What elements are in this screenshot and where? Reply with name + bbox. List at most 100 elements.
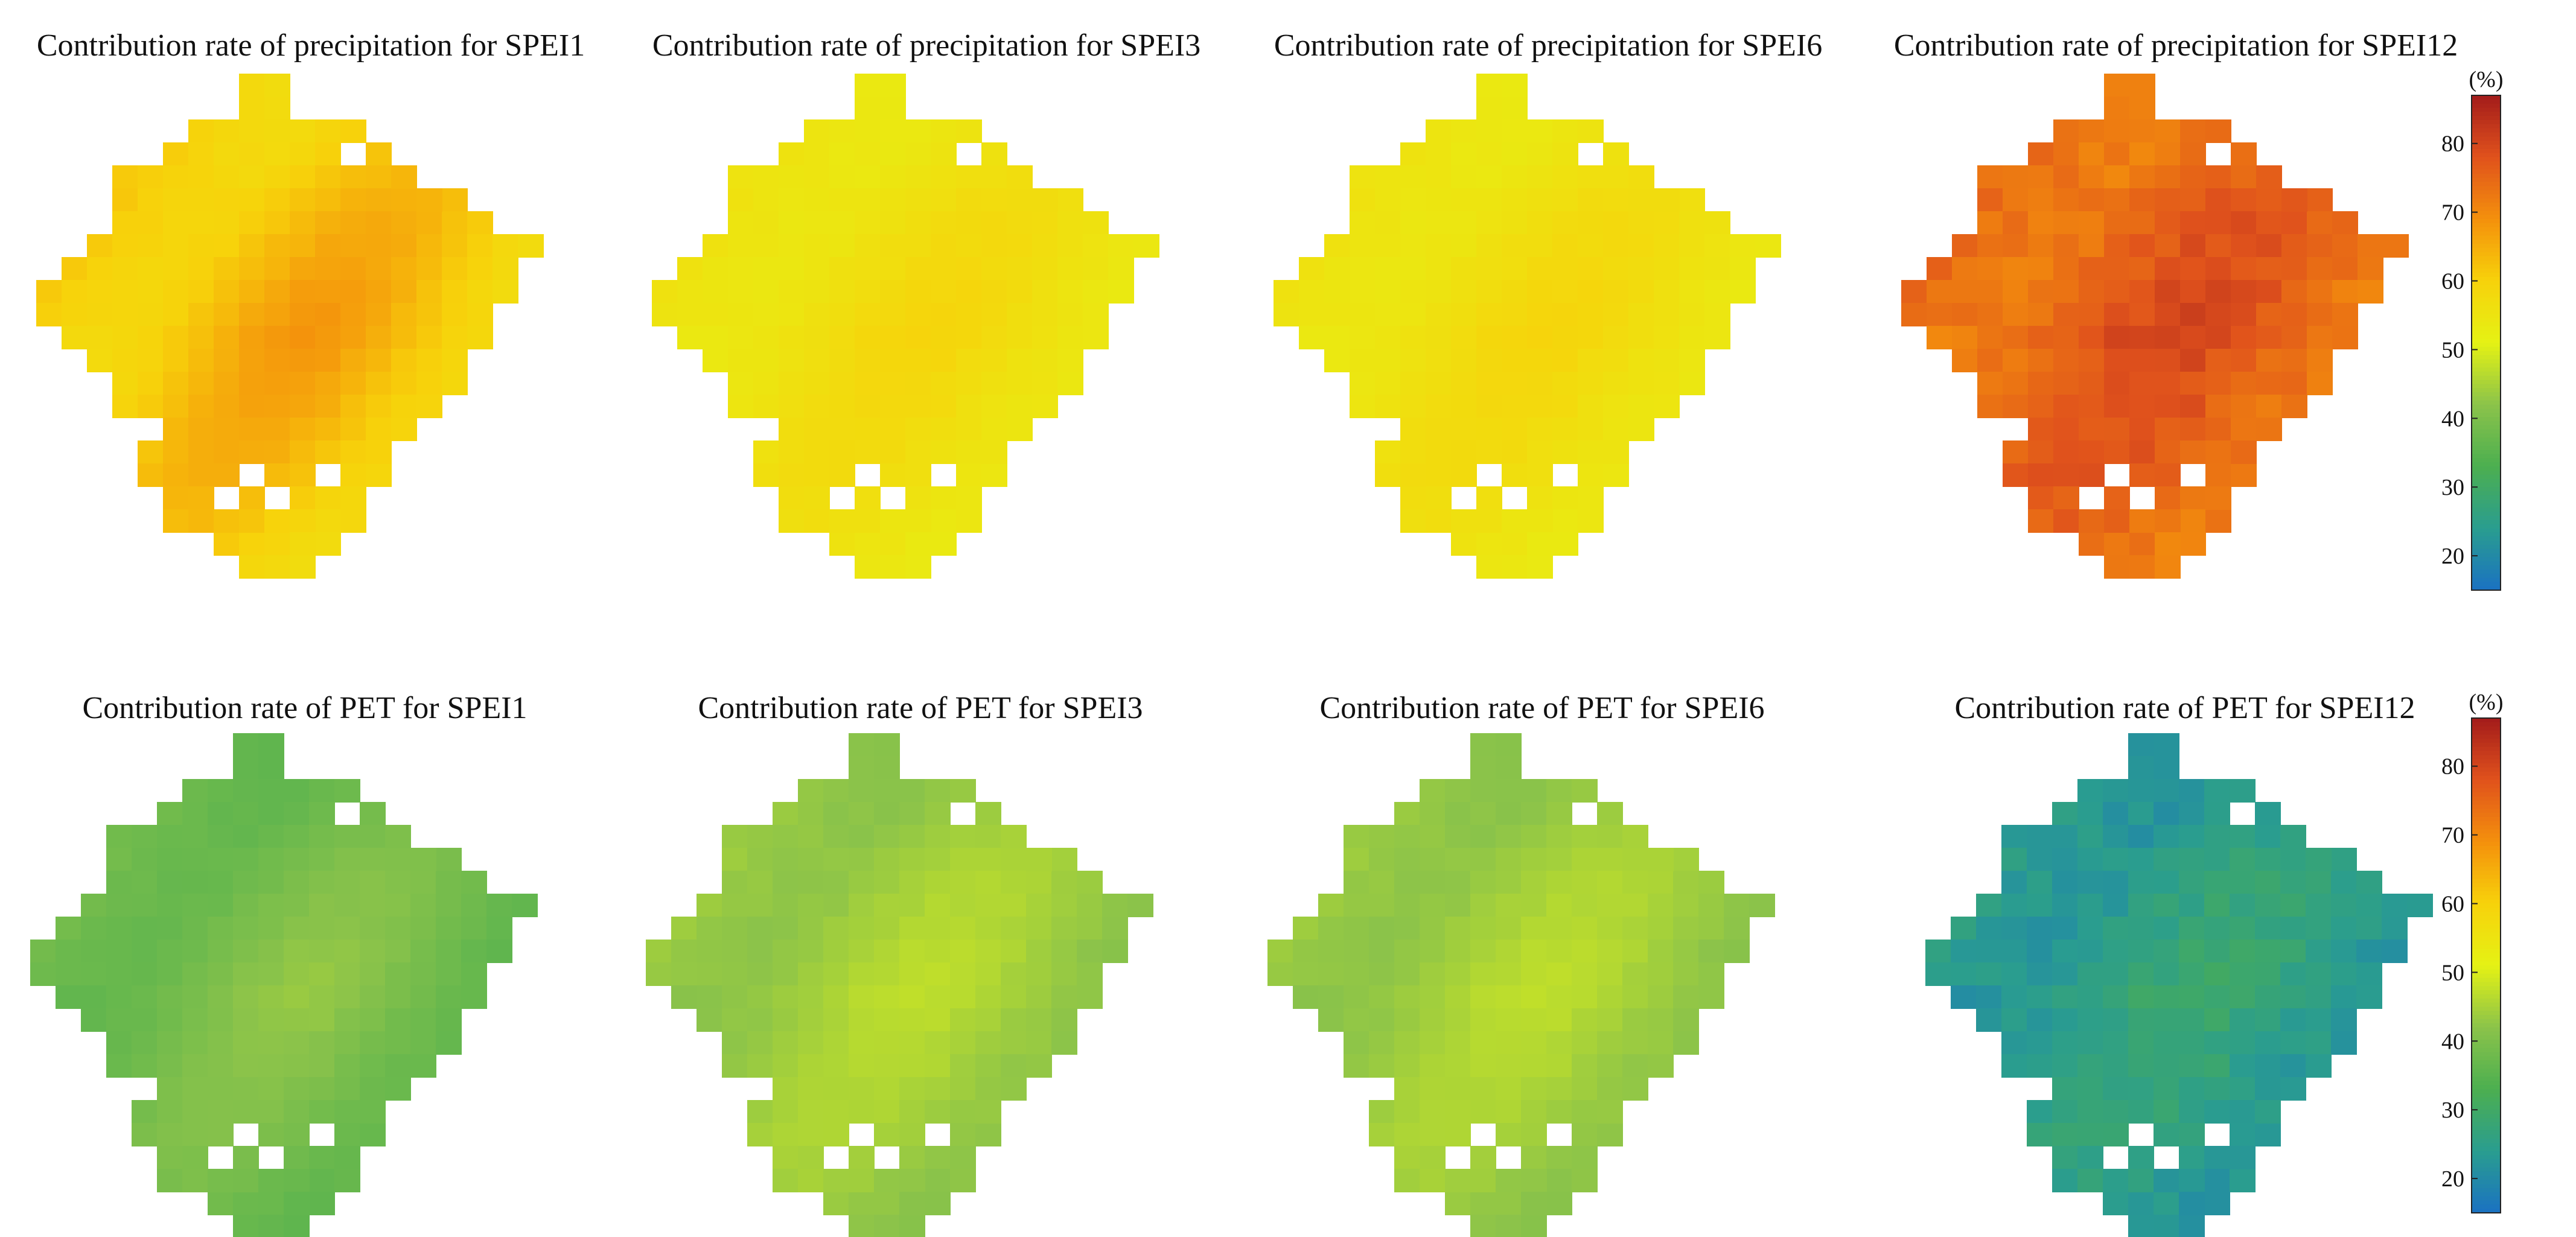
grid-cell [81, 940, 107, 963]
colorbar-segment [2472, 276, 2501, 282]
grid-cell [2104, 97, 2130, 120]
colorbar-segment [2472, 206, 2501, 212]
grid-cell [264, 372, 290, 395]
grid-cell [340, 326, 366, 349]
colorbar-tick-label: 60 [2441, 269, 2464, 294]
grid-cell [874, 985, 900, 1009]
colorbar-segment [2472, 462, 2501, 467]
grid-cell [385, 985, 411, 1009]
grid-cell [157, 962, 183, 986]
grid-cell [779, 257, 805, 281]
grid-cell [804, 463, 830, 487]
colorbar-segment [2472, 1068, 2501, 1073]
grid-cell [340, 211, 366, 235]
grid-cell [112, 188, 138, 212]
grid-cell [366, 326, 392, 349]
grid-cell [1299, 280, 1325, 304]
grid-cell [233, 940, 259, 963]
grid-cell [798, 802, 824, 825]
grid-cell [188, 303, 214, 326]
colorbar-segment [2472, 577, 2501, 583]
grid-cell [1451, 188, 1477, 212]
grid-cell [849, 1215, 875, 1237]
grid-cell [214, 395, 240, 418]
grid-cell [1597, 848, 1623, 871]
grid-cell [1470, 779, 1496, 803]
grid-cell [2079, 418, 2105, 441]
colorbar-segment [2472, 363, 2501, 368]
colorbar-segment [2472, 112, 2501, 117]
grid-cell [188, 119, 214, 143]
grid-cell [1420, 940, 1446, 963]
grid-cell [1603, 211, 1629, 235]
grid-cell [1654, 280, 1680, 304]
grid-cell [1496, 962, 1522, 986]
grid-cell [188, 211, 214, 235]
grid-cell [1546, 1169, 1572, 1192]
grid-cell [671, 962, 697, 986]
colorbar-segment [2472, 965, 2501, 970]
grid-cell [2028, 349, 2054, 372]
grid-cell [309, 1077, 335, 1101]
grid-cell [1552, 303, 1578, 326]
colorbar-segment [2472, 792, 2501, 797]
grid-cell [823, 871, 849, 894]
grid-cell [1622, 917, 1648, 940]
grid-cell [391, 234, 417, 258]
grid-cell [931, 486, 957, 510]
grid-cell [899, 917, 925, 940]
grid-cell [233, 1146, 259, 1169]
grid-cell [2205, 418, 2231, 441]
grid-cell [1344, 985, 1369, 1009]
grid-cell [1451, 349, 1477, 372]
grid-cell [2179, 1123, 2205, 1146]
grid-cell [2079, 165, 2105, 189]
grid-cell [1324, 303, 1350, 326]
grid-cell [2307, 372, 2333, 395]
grid-cell [899, 802, 925, 825]
grid-cell [1057, 234, 1083, 258]
grid-cell [1628, 188, 1654, 212]
grid-cell [163, 303, 189, 326]
grid-cell [2103, 779, 2129, 803]
grid-cell [722, 848, 748, 871]
grid-cell [1445, 985, 1471, 1009]
grid-cell [981, 372, 1007, 395]
colorbar-segment [2472, 817, 2501, 822]
grid-cell [2230, 779, 2256, 803]
grid-cell [905, 165, 931, 189]
grid-cell [208, 871, 234, 894]
colorbar-segment [2472, 544, 2501, 550]
grid-cell [416, 395, 442, 418]
grid-cell [385, 1054, 411, 1078]
colorbar-segment [2472, 739, 2501, 743]
grid-cell [1502, 418, 1528, 441]
colorbar-segment [2472, 190, 2501, 195]
grid-cell [899, 940, 925, 963]
colorbar-segment [2472, 247, 2501, 253]
grid-cell [1420, 802, 1446, 825]
grid-cell [2231, 463, 2257, 487]
grid-cell [2256, 372, 2282, 395]
grid-cell [1527, 532, 1553, 556]
grid-cell [1648, 1031, 1674, 1055]
grid-cell [138, 440, 164, 464]
grid-cell [981, 234, 1007, 258]
grid-cell [2001, 894, 2027, 917]
colorbar-segment [2472, 833, 2501, 839]
grid-cell [2155, 165, 2181, 189]
grid-cell [1420, 1146, 1446, 1169]
grid-cell [925, 848, 951, 871]
grid-cell [132, 1100, 158, 1124]
grid-cell [1546, 779, 1572, 803]
grid-cell [931, 395, 957, 418]
colorbar-segment [2472, 194, 2501, 199]
grid-cell [1102, 894, 1128, 917]
grid-cell [2128, 1100, 2154, 1124]
colorbar-segment [2472, 170, 2501, 174]
grid-cell [315, 395, 341, 418]
colorbar-segment [2472, 99, 2501, 104]
grid-cell [106, 871, 132, 894]
grid-cell [880, 349, 906, 372]
grid-cell [956, 486, 982, 510]
